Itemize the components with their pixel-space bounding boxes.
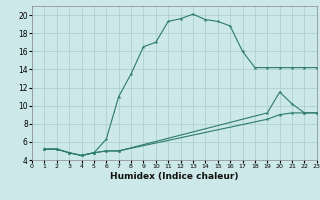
X-axis label: Humidex (Indice chaleur): Humidex (Indice chaleur)	[110, 172, 239, 181]
